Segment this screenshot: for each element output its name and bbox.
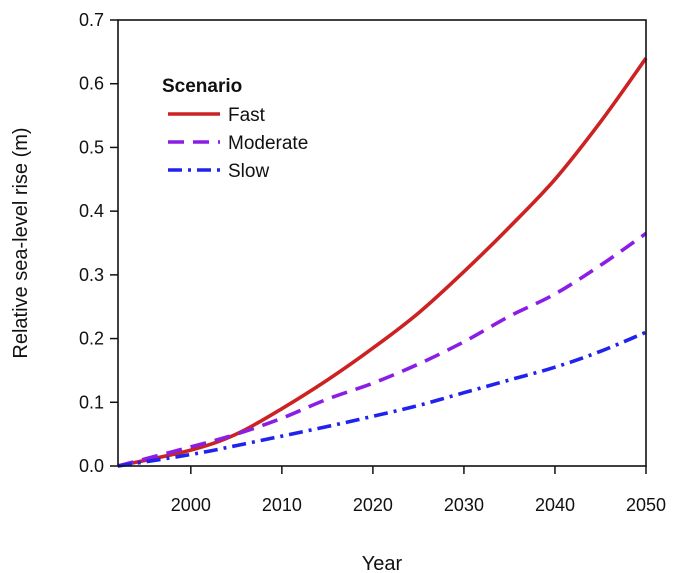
- x-axis-title: Year: [362, 553, 403, 573]
- x-tick-label: 2020: [353, 495, 393, 515]
- y-tick-label: 0.2: [79, 329, 104, 349]
- legend-label-moderate: Moderate: [228, 133, 308, 154]
- series-lines: [117, 57, 648, 468]
- series-line-moderate: [117, 231, 648, 468]
- y-tick-label: 0.5: [79, 137, 104, 157]
- x-tick-label: 2030: [444, 495, 484, 515]
- x-tick-label: 2010: [262, 495, 302, 515]
- legend-label-fast: Fast: [228, 105, 266, 126]
- y-tick-label: 0.7: [79, 10, 104, 30]
- y-axis-title: Relative sea-level rise (m): [10, 127, 32, 358]
- y-tick-label: 0.1: [79, 392, 104, 412]
- x-tick-label: 2050: [626, 495, 666, 515]
- plot-frame: [117, 19, 647, 467]
- legend-title: Scenario: [162, 76, 242, 97]
- y-axis-ticks: 0.0 0.1 0.2 0.3 0.4 0.5 0.6 0.7: [79, 10, 118, 476]
- y-tick-label: 0.0: [79, 456, 104, 476]
- series-line-fast: [117, 57, 648, 468]
- legend-label-slow: Slow: [228, 161, 269, 182]
- y-tick-label: 0.4: [79, 201, 104, 221]
- y-tick-label: 0.3: [79, 265, 104, 285]
- x-axis-ticks: 2000 2010 2020 2030 2040 2050: [171, 466, 666, 515]
- x-tick-label: 2000: [171, 495, 211, 515]
- legend: Scenario Fast Moderate Slow: [162, 76, 308, 182]
- y-tick-label: 0.6: [79, 74, 104, 94]
- x-tick-label: 2040: [535, 495, 575, 515]
